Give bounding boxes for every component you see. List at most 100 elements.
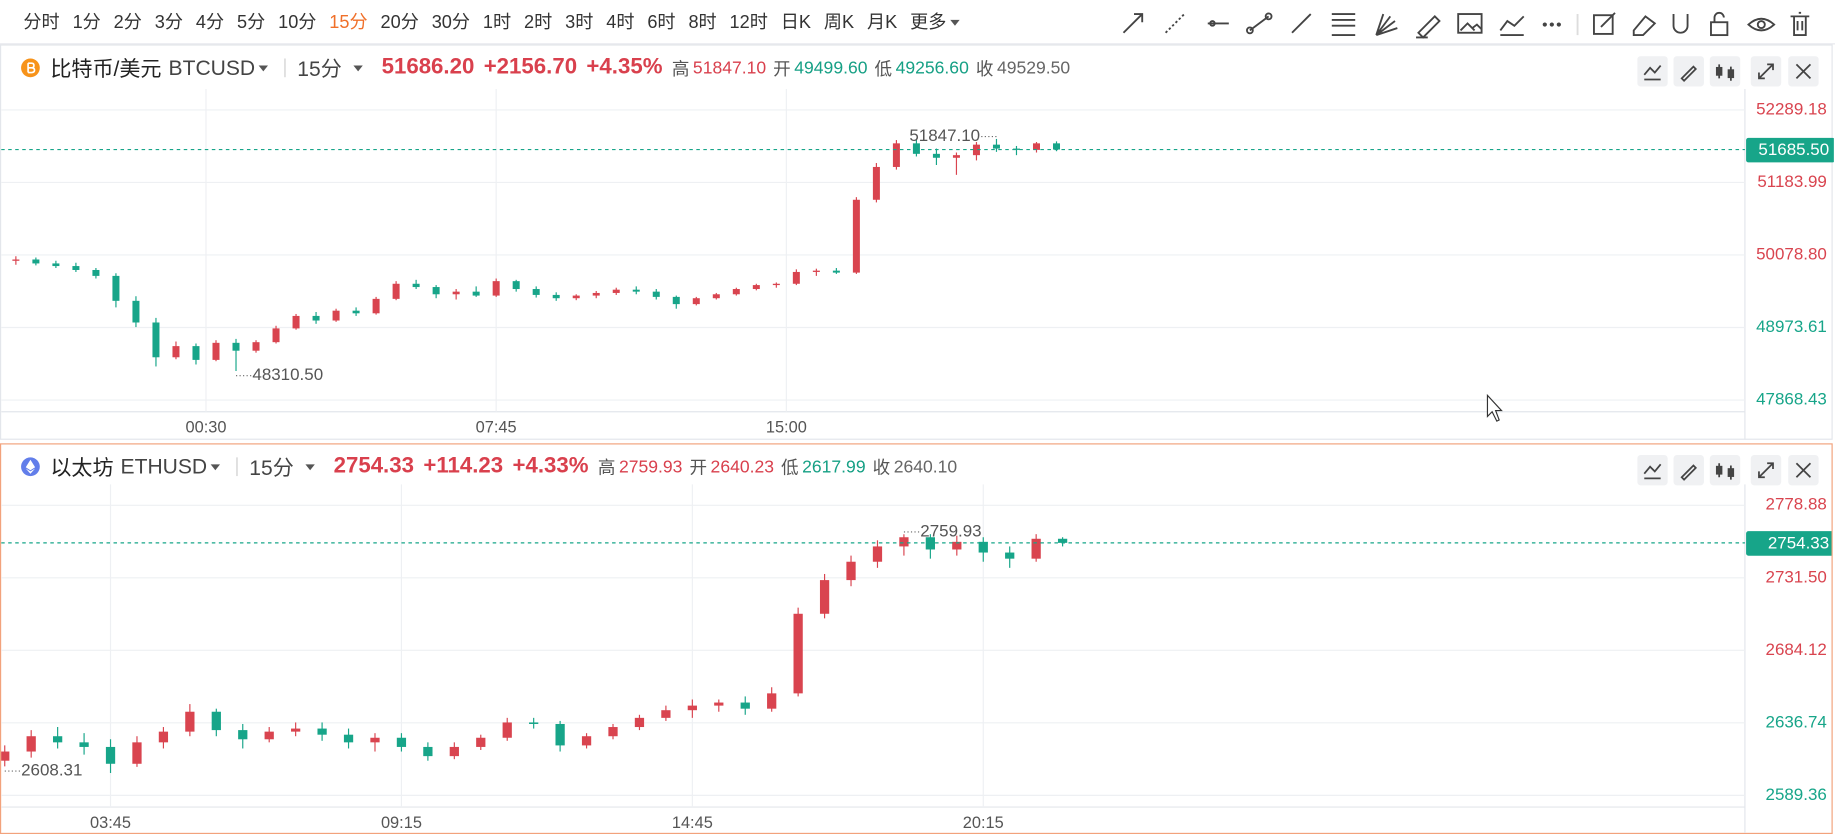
tool-magnet[interactable] <box>1672 14 1689 34</box>
last-price-label: 2754.33 <box>1768 534 1829 553</box>
y-tick-label: 51183.99 <box>1757 172 1826 191</box>
tool-ray[interactable] <box>1164 13 1186 34</box>
style-button[interactable] <box>1709 455 1741 486</box>
candle-body <box>812 270 820 272</box>
candle-body <box>792 271 800 284</box>
interval-option[interactable]: 4分 <box>195 12 225 33</box>
interval-option[interactable]: 5分 <box>237 12 266 33</box>
candle-body <box>412 283 420 288</box>
interval-option[interactable]: 1时 <box>482 12 512 33</box>
candle-body <box>105 746 116 764</box>
coin-icon <box>21 58 40 78</box>
high-value: 2759.93 <box>618 456 683 477</box>
candle-body <box>112 275 120 301</box>
candle-body <box>158 731 169 743</box>
low-value: 49256.60 <box>895 57 969 78</box>
more-menu[interactable]: 更多 <box>910 8 960 34</box>
candle-body <box>432 287 440 295</box>
caret[interactable] <box>353 64 363 71</box>
tool-arrow[interactable] <box>1122 13 1144 34</box>
symbol-code[interactable]: ETHUSD <box>120 454 208 478</box>
interval-option[interactable]: 15分 <box>329 12 368 33</box>
candle-body <box>252 342 260 351</box>
candle-body <box>370 737 380 743</box>
open-value: 2640.23 <box>710 456 775 477</box>
chart-panel[interactable]: 比特币/美元 BTCUSD 15分 51686.20 +2156.70 +4.3… <box>0 44 1834 440</box>
tool-segment[interactable] <box>1246 12 1273 35</box>
interval-option[interactable]: 10分 <box>278 12 317 33</box>
candle-body <box>132 742 142 764</box>
tool-eye[interactable] <box>1747 17 1776 32</box>
candle-body <box>317 728 327 735</box>
close-value: 49529.50 <box>996 57 1071 78</box>
candle-body <box>687 705 697 711</box>
caret[interactable] <box>258 64 269 71</box>
tool-trend[interactable] <box>1291 13 1312 34</box>
candle-body <box>292 315 300 329</box>
tool-hline[interactable] <box>1207 20 1229 27</box>
last-price-label: 51685.50 <box>1758 140 1829 159</box>
toolbar: 分时 1分 2分 3分 4分 5分 10分 15分 20分 30分 1时 2时 3时 4时 6时 8时 12时日… <box>0 0 1835 45</box>
tool-lock[interactable] <box>1710 12 1729 37</box>
interval-option[interactable]: 分时 <box>23 12 60 33</box>
low-label: 低 <box>781 457 799 478</box>
candle-body <box>555 723 565 746</box>
candle-body <box>264 731 274 740</box>
symbol-code[interactable]: BTCUSD <box>168 55 256 79</box>
candle-body <box>238 730 248 740</box>
tool-fib[interactable] <box>1331 13 1356 37</box>
interval-option[interactable]: 周K <box>823 12 855 33</box>
caret[interactable] <box>210 463 221 470</box>
tool-note[interactable] <box>1593 12 1616 35</box>
interval-option[interactable]: 日K <box>780 12 811 33</box>
candle-body <box>952 155 960 158</box>
interval-option[interactable]: 2时 <box>524 12 553 33</box>
candle-body <box>634 717 645 728</box>
tool-brush[interactable] <box>1416 15 1441 39</box>
candlestick-chart[interactable]: 03:45 09:15 14:45 20:15 2778.88 2731.50 2684.1… <box>1 484 1832 833</box>
symbol-name[interactable]: 比特币/美元 <box>50 57 162 81</box>
candle-body <box>912 143 920 154</box>
candle-body <box>772 283 780 286</box>
candle-body <box>692 298 700 305</box>
candle-body <box>532 289 540 295</box>
interval-option[interactable]: 20分 <box>380 12 419 33</box>
interval-option[interactable]: 3分 <box>154 12 184 33</box>
candle-body <box>846 561 856 581</box>
interval-option[interactable]: 2分 <box>113 12 142 33</box>
tool-delete[interactable] <box>1790 11 1810 37</box>
interval-option[interactable]: 8时 <box>688 12 717 33</box>
candle-body <box>26 736 36 752</box>
candle-body <box>632 289 640 292</box>
change: +114.23 <box>423 453 504 479</box>
candle-body <box>740 702 750 709</box>
change-pct: +4.33% <box>512 453 589 479</box>
interval[interactable]: 15分 <box>249 456 294 480</box>
interval-option[interactable]: 30分 <box>431 12 471 33</box>
tool-fan[interactable] <box>1375 13 1398 36</box>
y-tick-label: 2731.50 <box>1766 567 1827 586</box>
tool-chart[interactable] <box>1499 15 1525 37</box>
interval-option[interactable]: 12时 <box>729 12 768 33</box>
interval-option[interactable]: 月K <box>866 12 898 33</box>
interval[interactable]: 15分 <box>297 57 342 81</box>
tool-image[interactable] <box>1457 13 1483 34</box>
candle-body <box>502 722 512 738</box>
interval-option[interactable]: 6时 <box>647 12 676 33</box>
candle-body <box>767 693 777 709</box>
symbol-name[interactable]: 以太坊 <box>50 456 114 480</box>
interval-option[interactable]: 4时 <box>606 12 635 33</box>
caret[interactable] <box>305 463 315 470</box>
candle-body <box>1032 143 1040 150</box>
candlestick-chart[interactable]: 00:30 07:45 15:00 52289.18 51183.99 50078.80 4… <box>1 88 1834 440</box>
interval-option[interactable]: 3时 <box>565 12 594 33</box>
tool-more[interactable] <box>1542 22 1561 27</box>
candle-body <box>819 580 830 614</box>
caret[interactable] <box>949 20 960 27</box>
style-button[interactable] <box>1709 56 1741 87</box>
interval-option[interactable]: 1分 <box>72 12 101 33</box>
tool-eraser[interactable] <box>1632 15 1657 37</box>
candle-body <box>872 166 880 200</box>
